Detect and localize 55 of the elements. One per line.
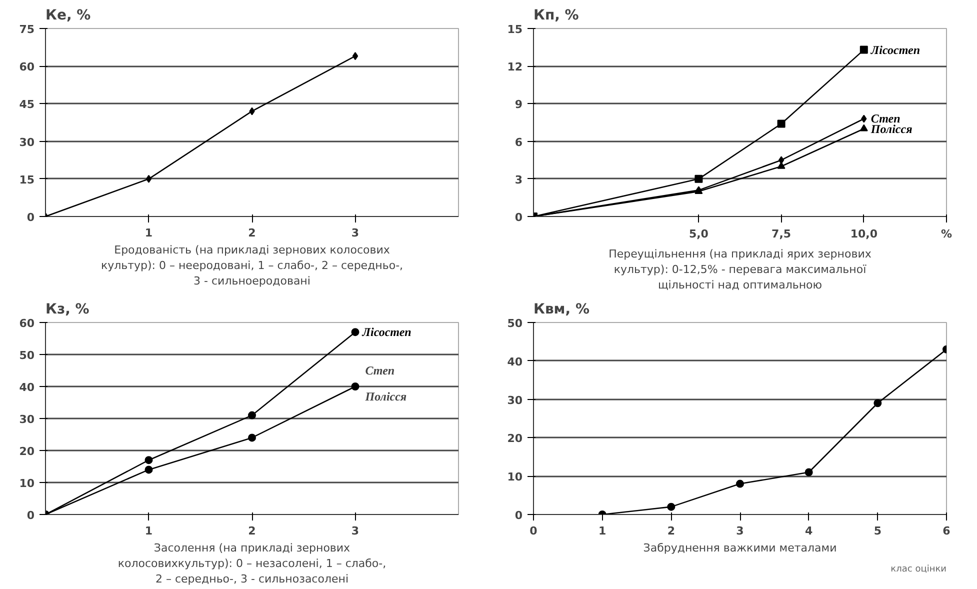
y-tick-label: 60 (19, 60, 35, 74)
y-tick-label: 10 (19, 477, 35, 490)
x-tick-label: 0 (530, 524, 538, 538)
y-tick-label: 40 (19, 381, 35, 394)
x-axis-title: Переущільнення (на прикладі ярих зернових культур): 0-12,5% - перевага максимальної щільності над оптимальною (608, 248, 872, 292)
x-tick-label: 2 (667, 524, 675, 538)
x-tick-label: 10,0 (850, 228, 878, 240)
y-tick-label: 45 (19, 98, 35, 112)
x-axis-title: Забруднення важкими металами (643, 542, 837, 554)
annotation: Полісся (364, 390, 407, 404)
y-tick-label: 15 (507, 23, 523, 36)
x-tick-label: 3 (736, 524, 744, 538)
x-tick-label: 4 (805, 524, 814, 538)
annotation: Степ (365, 364, 395, 378)
x-tick-label: 1 (144, 226, 153, 240)
y-tick-label: 30 (19, 413, 35, 426)
y-tick-label: 60 (19, 317, 35, 330)
x-tick-label: 6 (942, 524, 951, 538)
x-tick-label: % (940, 228, 952, 240)
y-tick-label: 3 (514, 173, 522, 186)
y-tick-label: 0 (26, 509, 35, 522)
text: клас оцінки (890, 564, 947, 574)
x-tick-label: 2 (248, 226, 256, 240)
y-tick-label: 0 (26, 211, 35, 224)
y-tick-label: 30 (507, 394, 523, 407)
y-tick-label: 15 (19, 173, 35, 186)
y-axis-title: Квм, % (534, 302, 590, 318)
x-tick-label: 2 (248, 524, 256, 538)
y-tick-label: 12 (507, 60, 523, 74)
series-label: Лісостеп (361, 325, 412, 340)
y-tick-label: 9 (514, 98, 522, 112)
x-tick-label: 1 (144, 524, 153, 538)
y-tick-label: 10 (507, 470, 523, 484)
y-axis-title: Кз, % (46, 302, 90, 318)
y-tick-label: 0 (514, 211, 523, 224)
x-tick-label: 3 (351, 524, 360, 538)
y-axis-title: Кп, % (534, 8, 579, 24)
y-tick-label: 0 (514, 509, 523, 522)
x-tick-label: 3 (351, 226, 360, 240)
x-tick-label: 5 (874, 524, 882, 538)
y-tick-label: 40 (507, 355, 523, 368)
y-axis-title: Ке, % (46, 8, 91, 24)
x-axis-title: Засолення (на прикладі зернових колосовихкультур): 0 – незасолені, 1 – слабо-, 2 – середньо-, 3 - сильнозасолені (118, 542, 386, 586)
y-tick-label: 30 (19, 136, 35, 149)
x-tick-label: 7,5 (772, 228, 792, 240)
x-tick-label: 1 (598, 524, 606, 538)
x-tick-label: 5,0 (688, 228, 709, 240)
y-tick-label: 20 (507, 432, 523, 446)
y-tick-label: 50 (19, 349, 35, 362)
series-label: Лісостеп (870, 42, 920, 57)
x-axis-title: Еродованість (на прикладі зернових колосових культур): 0 – нееродовані, 1 – слабо-, 2 – середньо-, 3 - сильноеродовані (100, 244, 404, 288)
y-tick-label: 20 (19, 445, 35, 458)
y-tick-label: 75 (19, 23, 35, 36)
y-tick-label: 50 (507, 317, 523, 330)
y-tick-label: 6 (514, 136, 523, 149)
